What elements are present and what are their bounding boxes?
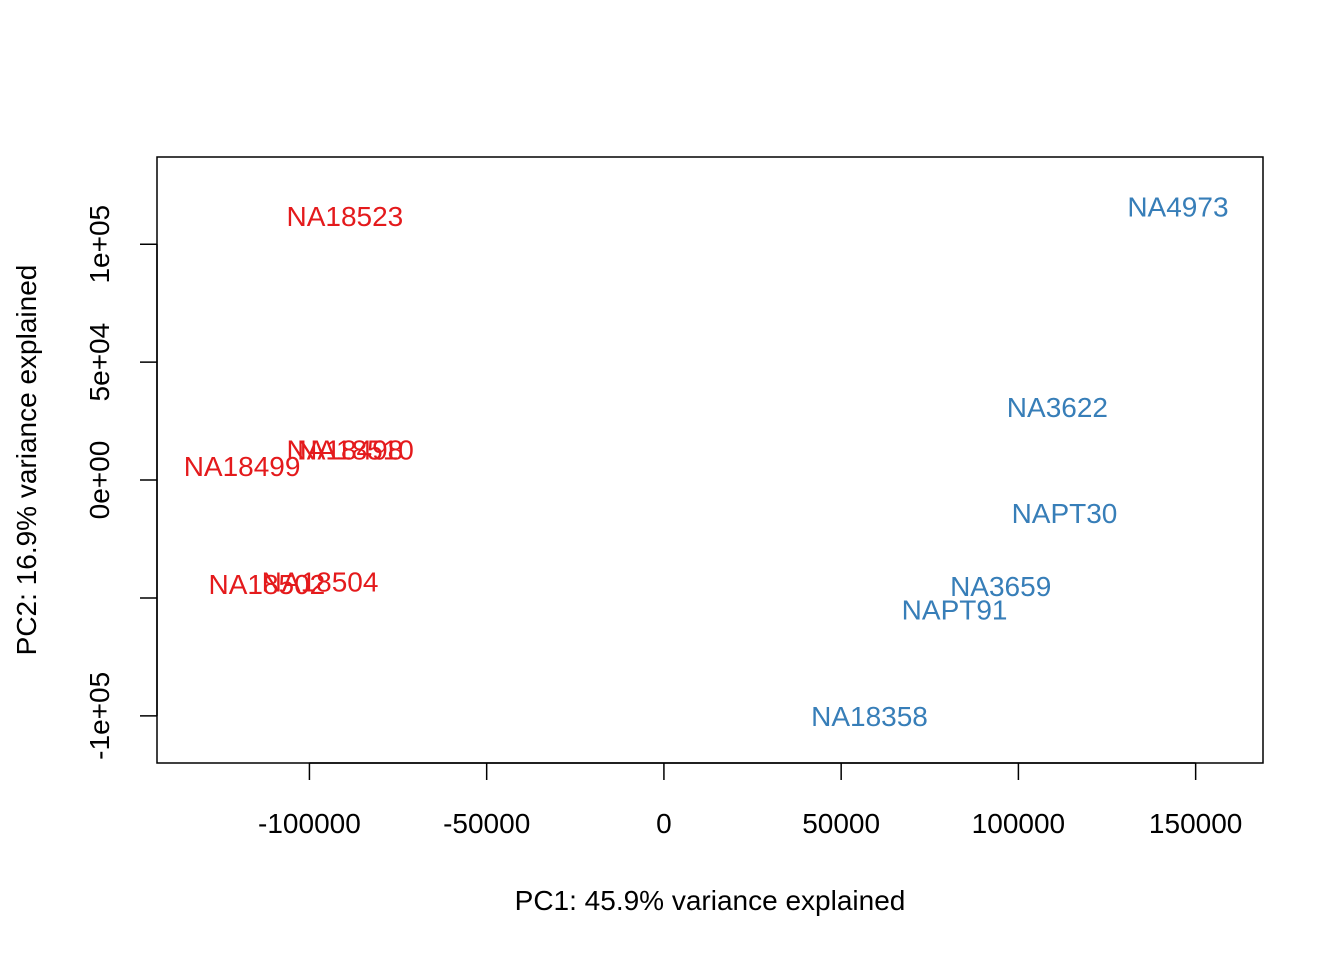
y-tick-label: 0e+00: [84, 441, 115, 520]
x-tick-label: 100000: [972, 808, 1065, 839]
x-tick-label: 150000: [1149, 808, 1242, 839]
point-label: NA18504: [262, 566, 379, 597]
point-label: NA3622: [1007, 392, 1108, 423]
point-label: NA18502: [209, 569, 326, 600]
point-label: NA4973: [1127, 192, 1228, 223]
point-label: NA18499: [184, 451, 301, 482]
x-tick-label: 0: [656, 808, 672, 839]
x-tick-label: -100000: [258, 808, 361, 839]
point-label: NAPT91: [902, 595, 1008, 626]
x-axis-label: PC1: 45.9% variance explained: [515, 885, 906, 916]
x-tick-label: 50000: [802, 808, 880, 839]
y-axis-label: PC2: 16.9% variance explained: [11, 265, 42, 656]
y-axis: -1e+05 0e+00 5e+04 1e+05: [84, 205, 158, 760]
point-label: NA18358: [811, 701, 928, 732]
point-label: NA18498: [286, 434, 403, 465]
x-tick-label: -50000: [443, 808, 530, 839]
y-tick-label: -1e+05: [84, 672, 115, 760]
y-tick-label: 1e+05: [84, 205, 115, 284]
point-label: NA3659: [950, 571, 1051, 602]
y-tick-label: 5e+04: [84, 323, 115, 402]
x-axis: -100000 -50000 0 50000 100000 150000: [258, 762, 1242, 839]
point-label: NAPT30: [1012, 498, 1118, 529]
point-label: NA18523: [286, 201, 403, 232]
point-label: NA18510: [297, 434, 414, 465]
